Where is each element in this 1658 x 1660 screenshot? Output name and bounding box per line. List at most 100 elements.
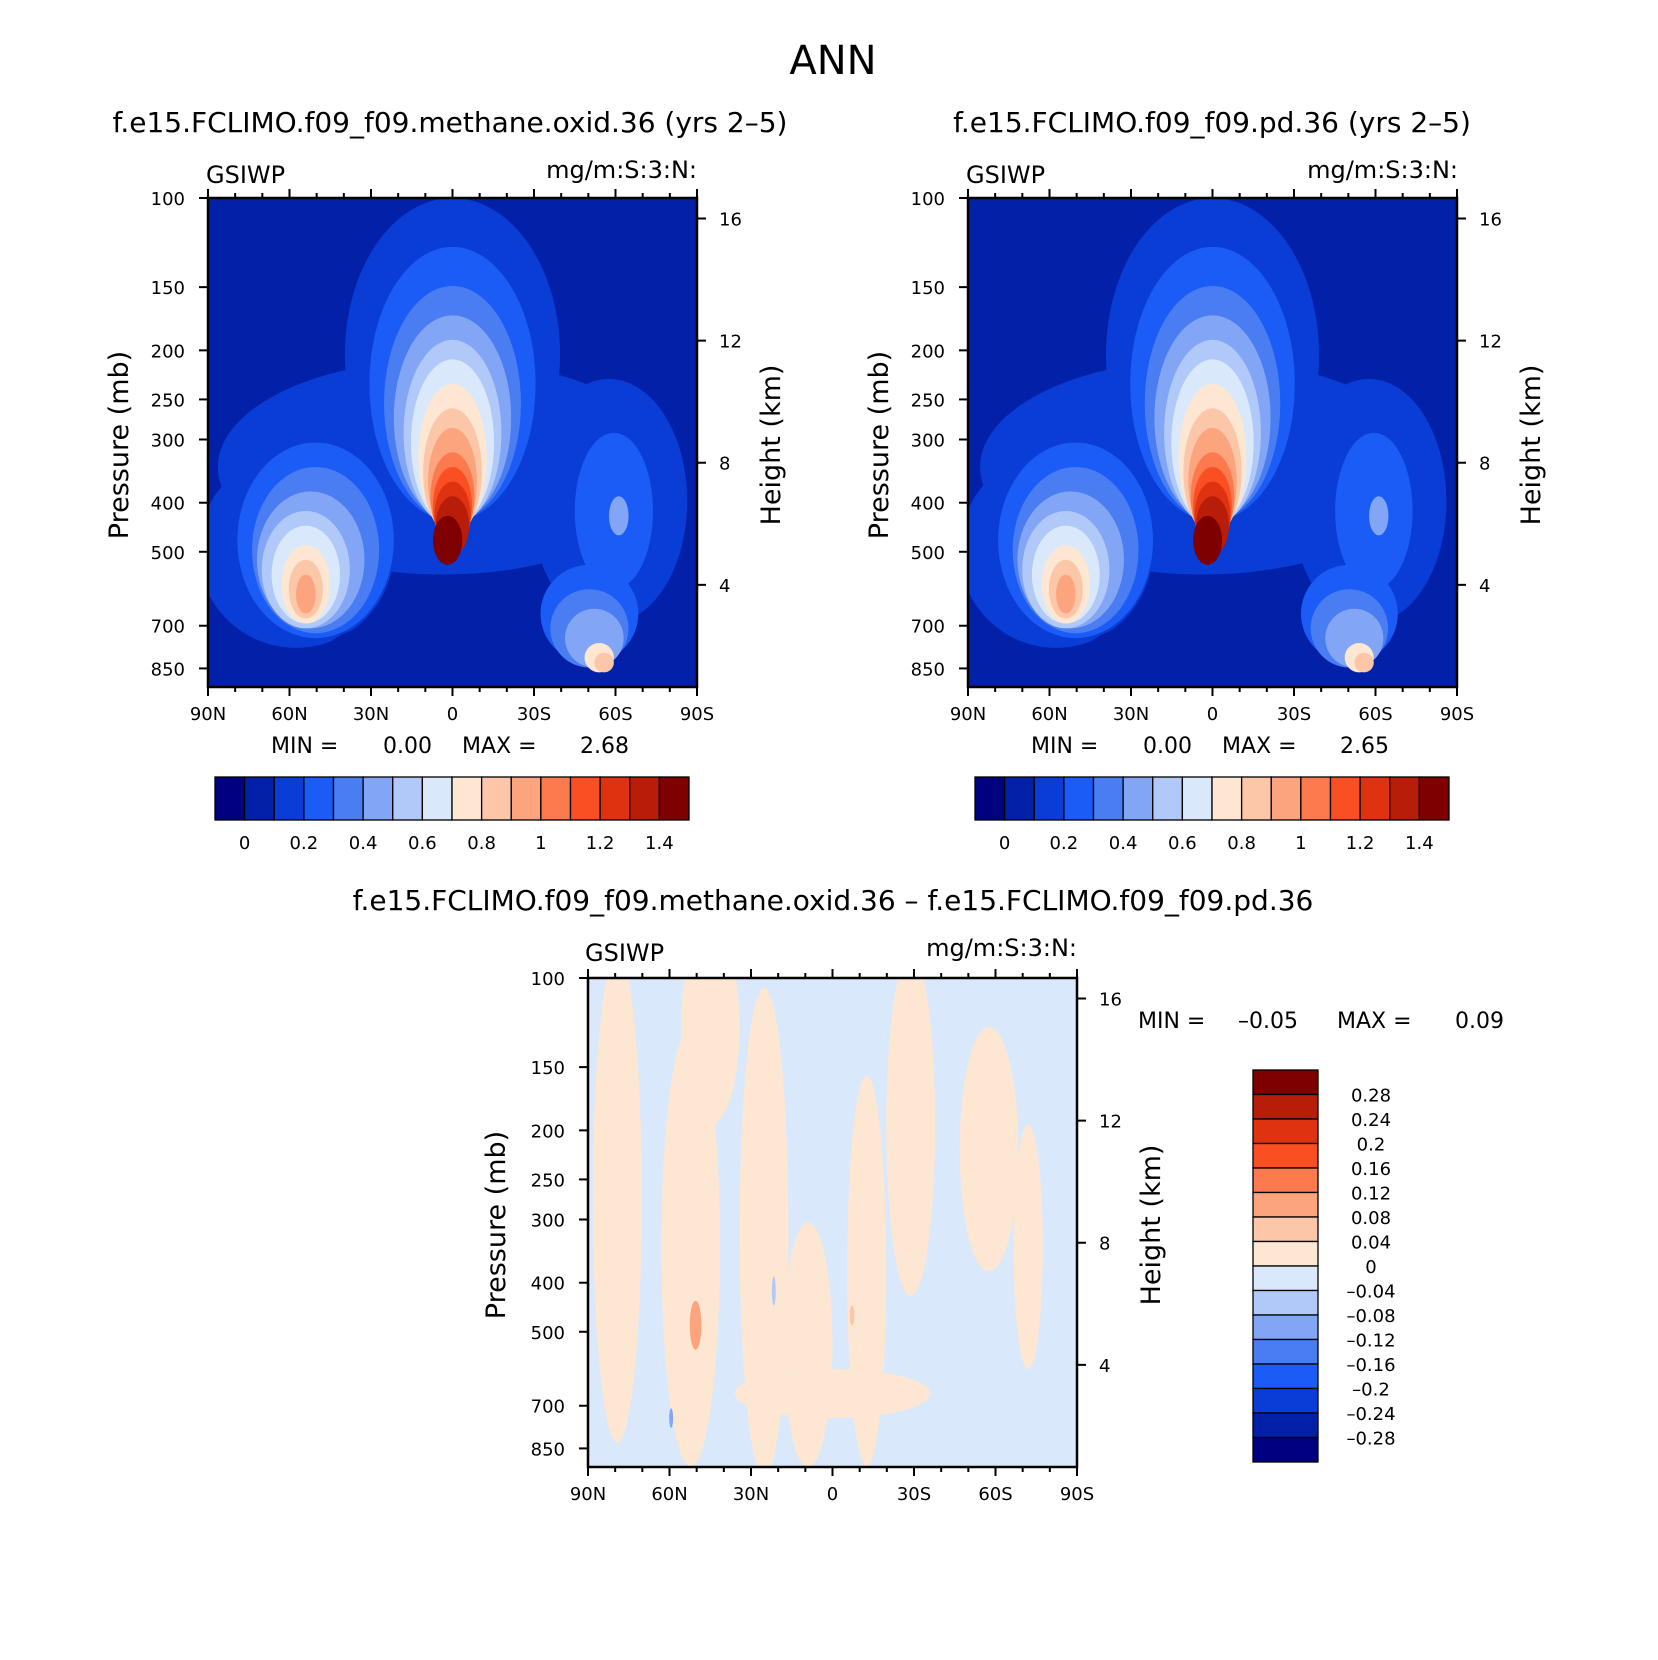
x-tick-label: 30N <box>353 704 389 725</box>
colorbar-swatch <box>1063 776 1095 821</box>
colorbar-tick-label: 0.12 <box>1351 1184 1391 1205</box>
colorbar-swatch <box>480 776 512 821</box>
colorbar-tick-label: –0.28 <box>1346 1429 1395 1450</box>
colorbar-swatch <box>303 776 335 821</box>
y-tick-label: 250 <box>911 390 945 411</box>
contour-region <box>608 496 629 536</box>
colorbar-swatch <box>1240 776 1272 821</box>
colorbar-swatch <box>421 776 453 821</box>
colorbar-swatch <box>243 776 275 821</box>
y-tick-label: 250 <box>151 390 185 411</box>
colorbar-tick-label: 1.4 <box>1405 833 1434 854</box>
y-tick-label: 150 <box>531 1058 565 1079</box>
contour-region <box>661 1026 721 1467</box>
colorbar-swatch <box>1252 1265 1319 1292</box>
panel-1-max-value: 2.68 <box>580 734 629 759</box>
colorbar-tick-label: –0.12 <box>1346 1331 1395 1352</box>
y-tick-label: 300 <box>531 1210 565 1231</box>
contour-region <box>886 978 936 1296</box>
panel-3-colorbar: 0.28 0.24 0.2 0.16 0.12 0.08 0.04 0 –0.04 –0.08 –0… <box>1252 1069 1396 1463</box>
colorbar-swatch <box>1033 776 1065 821</box>
colorbar-swatch <box>569 776 601 821</box>
panel-2-min-value: 0.00 <box>1143 734 1192 759</box>
contour-region <box>1354 652 1374 673</box>
y-tick-label: 200 <box>531 1121 565 1142</box>
panel-1-colorbar: 0 0.2 0.4 0.6 0.8 1 1.2 1.4 <box>214 776 690 854</box>
y-tick-label: 850 <box>911 659 945 680</box>
colorbar-tick-label: 0.8 <box>467 833 496 854</box>
colorbar-swatch <box>1252 1118 1319 1145</box>
contour-region <box>1369 496 1389 536</box>
y-tick-label: 100 <box>911 189 945 210</box>
colorbar-tick-label: 0.6 <box>1168 833 1197 854</box>
colorbar-tick-label: 0 <box>1365 1257 1376 1278</box>
colorbar-tick-label: 0.2 <box>290 833 319 854</box>
x-tick-label: 90N <box>570 1484 606 1505</box>
y2-tick-label: 8 <box>1479 454 1490 475</box>
panel-3-title: f.e15.FCLIMO.f09_f09.methane.oxid.36 – f… <box>353 884 1314 917</box>
panel-2-max-value: 2.65 <box>1340 734 1389 759</box>
y-tick-label: 400 <box>911 494 945 515</box>
contour-region <box>1193 515 1223 565</box>
colorbar-swatch <box>540 776 572 821</box>
y-tick-label: 850 <box>151 659 185 680</box>
y-tick-label: 100 <box>151 189 185 210</box>
x-tick-label: 30N <box>1113 704 1149 725</box>
colorbar-swatch <box>1211 776 1243 821</box>
panel-1-ylabel2: Height (km) <box>756 365 787 526</box>
colorbar-swatch <box>629 776 661 821</box>
y2-tick-label: 12 <box>1099 1112 1122 1133</box>
colorbar-swatch <box>1252 1338 1319 1365</box>
x-tick-label: 60N <box>651 1484 687 1505</box>
contour-region <box>592 978 642 1443</box>
colorbar-swatch <box>451 776 483 821</box>
panel-2-max-label: MAX = <box>1222 734 1297 759</box>
y2-tick-label: 12 <box>1479 332 1502 353</box>
colorbar-swatch <box>1359 776 1391 821</box>
colorbar-swatch <box>1252 1436 1319 1463</box>
contour-region <box>594 652 614 673</box>
panel-1-contour-area <box>208 198 697 687</box>
panel-2-units: mg/m:S:3:N: <box>1307 156 1458 184</box>
colorbar-swatch <box>1252 1093 1319 1120</box>
x-tick-label: 60S <box>978 1484 1012 1505</box>
colorbar-tick-label: 0 <box>999 833 1010 854</box>
contour-region <box>959 1026 1019 1272</box>
colorbar-swatch <box>510 776 542 821</box>
colorbar-swatch <box>1300 776 1332 821</box>
colorbar-tick-label: 0.4 <box>349 833 378 854</box>
colorbar-tick-label: 0.2 <box>1357 1135 1386 1156</box>
contour-region <box>680 978 740 1125</box>
colorbar-tick-label: 1 <box>535 833 546 854</box>
x-tick-label: 90N <box>190 704 226 725</box>
contour-region <box>325 618 541 687</box>
x-tick-label: 60N <box>1031 704 1067 725</box>
colorbar-tick-label: 1.4 <box>645 833 674 854</box>
colorbar-swatch <box>1418 776 1450 821</box>
colorbar-swatch <box>332 776 364 821</box>
contour-region <box>783 1222 833 1467</box>
colorbar-swatch <box>273 776 305 821</box>
panel-3-variable: GSIWP <box>585 939 664 967</box>
colorbar-swatch <box>1252 1069 1319 1096</box>
colorbar-swatch <box>1252 1191 1319 1218</box>
x-tick-label: 0 <box>447 704 458 725</box>
colorbar-swatch <box>658 776 690 821</box>
colorbar-tick-label: 0 <box>239 833 250 854</box>
panel-3-ylabel: Pressure (mb) <box>481 1131 512 1319</box>
colorbar-swatch <box>214 776 246 821</box>
x-tick-label: 90S <box>1440 704 1474 725</box>
x-tick-label: 30S <box>897 1484 931 1505</box>
colorbar-tick-label: –0.04 <box>1346 1282 1395 1303</box>
panel-1-units: mg/m:S:3:N: <box>546 156 697 184</box>
panel-2-min-label: MIN = <box>1031 734 1098 759</box>
colorbar-swatch <box>599 776 631 821</box>
panel-1-min-value: 0.00 <box>383 734 432 759</box>
panel-2: f.e15.FCLIMO.f09_f09.pd.36 (yrs 2–5) GSI… <box>864 106 1547 854</box>
colorbar-swatch <box>1092 776 1124 821</box>
colorbar-swatch <box>1152 776 1184 821</box>
y-tick-label: 500 <box>151 543 185 564</box>
contour-region <box>771 1276 776 1306</box>
y2-tick-label: 16 <box>1479 210 1502 231</box>
colorbar-swatch <box>1181 776 1213 821</box>
